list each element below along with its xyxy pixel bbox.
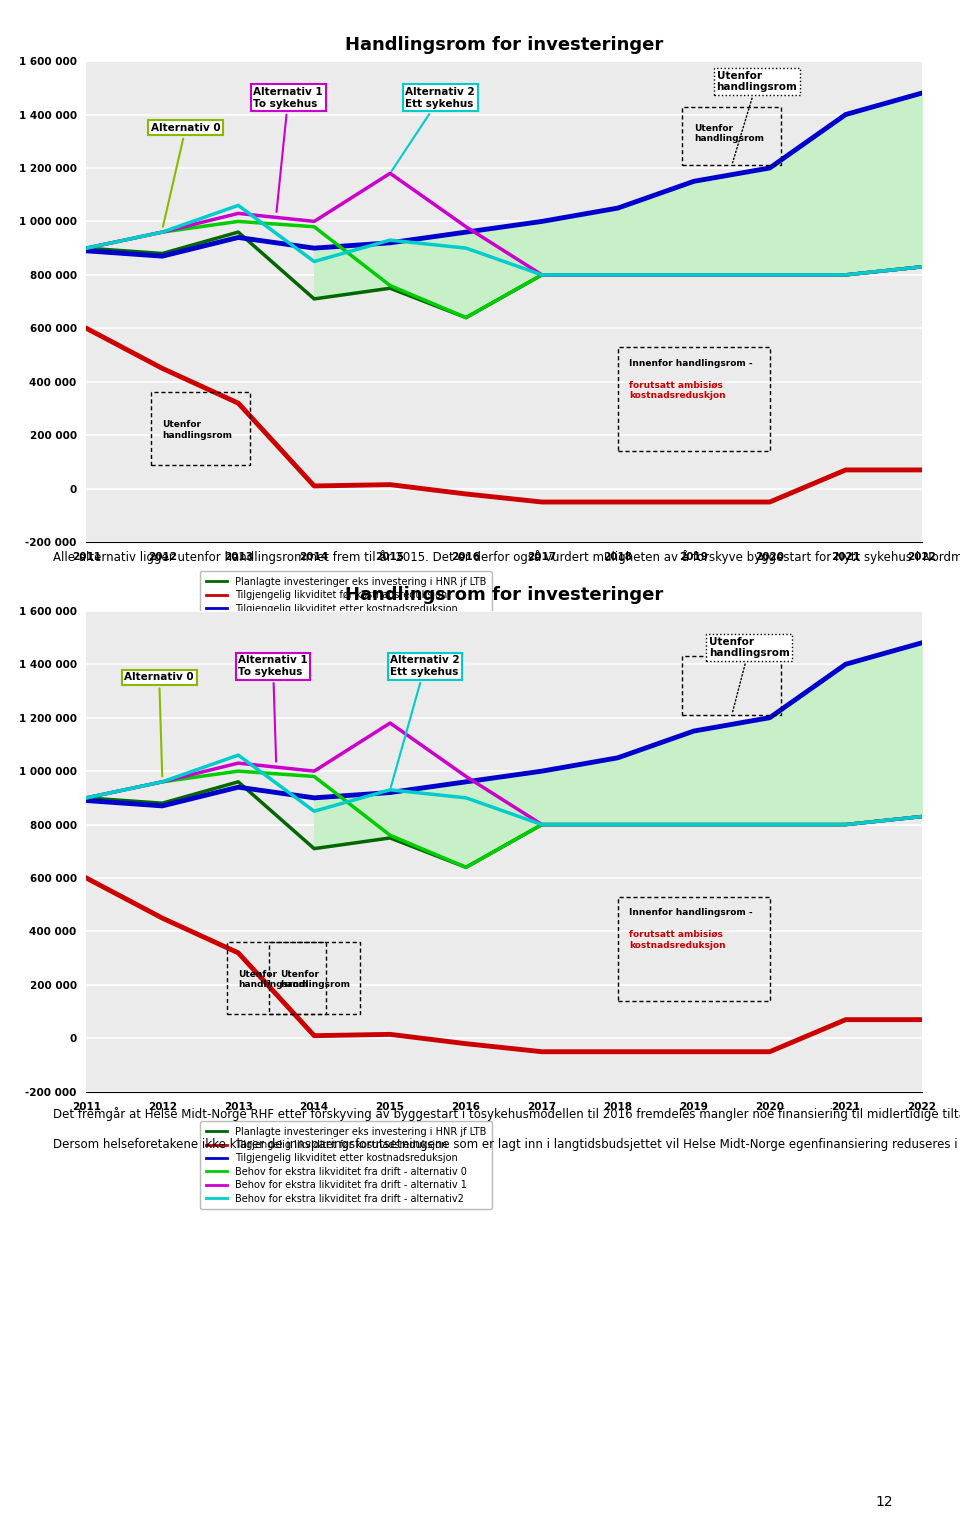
Text: Alle alternativ ligger utenfor handlingsrommet frem til år 2015. Det er derfor o: Alle alternativ ligger utenfor handlings… (53, 550, 960, 563)
Text: Innenfor handlingsrom -: Innenfor handlingsrom - (630, 359, 753, 368)
Legend: Planlagte investeringer eks investering i HNR jf LTB, Tilgjengelig likviditet fø: Planlagte investeringer eks investering … (200, 1121, 492, 1209)
Text: Utenfor
handlingsrom: Utenfor handlingsrom (238, 970, 308, 989)
Text: Utenfor
handlingsrom: Utenfor handlingsrom (694, 124, 764, 144)
Text: 12: 12 (876, 1495, 893, 1509)
Title: Handlingsrom for investeringer: Handlingsrom for investeringer (345, 586, 663, 603)
Legend: Planlagte investeringer eks investering i HNR jf LTB, Tilgjengelig likviditet fø: Planlagte investeringer eks investering … (200, 571, 492, 660)
Text: forutsatt ambisiøs
kostnadsreduskjon: forutsatt ambisiøs kostnadsreduskjon (630, 380, 726, 400)
Text: Utenfor
handlingsrom: Utenfor handlingsrom (709, 637, 790, 712)
Text: Utenfor
handlingsrom: Utenfor handlingsrom (162, 420, 232, 440)
Text: Alternativ 1
To sykehus: Alternativ 1 To sykehus (238, 655, 308, 762)
Text: Alternativ 2
Ett sykehus: Alternativ 2 Ett sykehus (390, 655, 460, 788)
Text: Alternativ 0: Alternativ 0 (125, 672, 194, 776)
Text: Alternativ 2
Ett sykehus: Alternativ 2 Ett sykehus (392, 87, 475, 171)
Text: Det fremgår at Helse Midt-Norge RHF etter forskyving av byggestart i tosykehusmo: Det fremgår at Helse Midt-Norge RHF ette… (53, 1107, 960, 1151)
Text: Utenfor
handlingsrom: Utenfor handlingsrom (716, 70, 798, 163)
Text: forutsatt ambisiøs
kostnadsreduksjon: forutsatt ambisiøs kostnadsreduksjon (630, 930, 726, 950)
Text: Innenfor handlingsrom -: Innenfor handlingsrom - (630, 909, 753, 918)
Text: Utenfor
handlingsrom: Utenfor handlingsrom (280, 970, 350, 989)
Text: Alternativ 0: Alternativ 0 (151, 122, 221, 226)
Title: Handlingsrom for investeringer: Handlingsrom for investeringer (345, 37, 663, 53)
Text: Alternativ 1
To sykehus: Alternativ 1 To sykehus (253, 87, 324, 212)
